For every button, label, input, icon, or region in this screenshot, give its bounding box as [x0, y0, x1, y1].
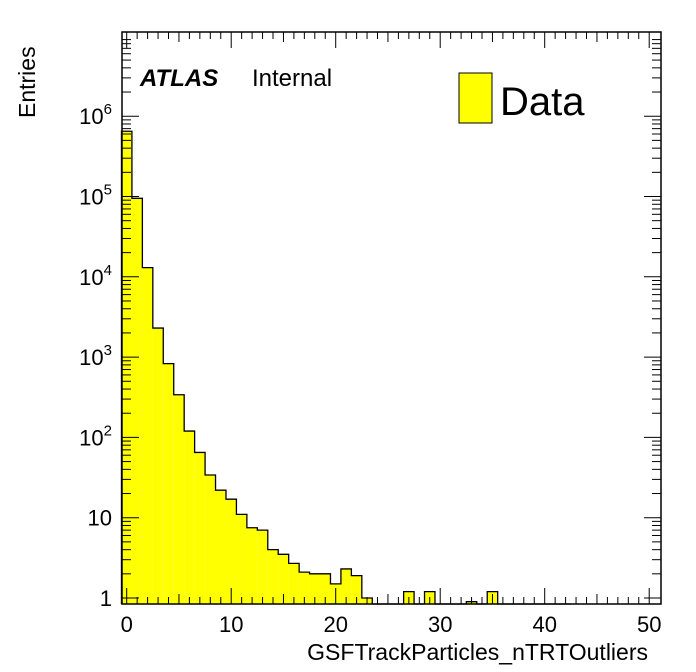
y-axis-label: Entries	[14, 46, 40, 118]
y-tick-label: 1	[100, 586, 112, 611]
histogram-bar	[131, 198, 143, 604]
histogram-bar	[340, 568, 352, 604]
histogram-bar	[121, 131, 132, 604]
internal-label: Internal	[252, 65, 332, 92]
legend-swatch	[458, 72, 493, 124]
histogram-bar	[257, 530, 268, 604]
histogram-bar	[288, 563, 300, 604]
atlas-label: ATLAS	[139, 65, 218, 92]
x-tick-labels: 0 10 20 30 40 50	[121, 612, 662, 637]
legend-label: Data	[500, 80, 585, 124]
y-tick-label: 10	[88, 506, 112, 531]
histogram-bar	[225, 499, 237, 604]
histogram-bar	[215, 490, 226, 604]
x-tick-label: 20	[323, 612, 347, 637]
x-tick-label: 10	[219, 612, 243, 637]
y-tick-label: 103	[79, 342, 112, 370]
histogram-bar	[173, 394, 185, 604]
x-tick-label: 0	[121, 612, 133, 637]
y-tick-label: 106	[79, 101, 112, 129]
histogram-bar	[236, 514, 247, 604]
histogram-bar	[194, 452, 206, 604]
histogram-bar	[142, 267, 153, 604]
histogram-bar	[267, 549, 279, 604]
y-tick-label: 102	[79, 422, 112, 450]
y-tick-label: 104	[79, 262, 112, 290]
y-tick-labels: 1 10 102 103 104 105 106	[79, 101, 112, 611]
histogram-bar	[246, 527, 258, 604]
x-tick-label: 40	[532, 612, 556, 637]
x-axis-label: GSFTrackParticles_nTRTOutliers	[307, 639, 648, 665]
histogram-bar	[320, 573, 331, 604]
histogram-bar	[163, 363, 174, 604]
x-tick-label: 50	[637, 612, 661, 637]
histogram-bar	[278, 554, 289, 604]
histogram-bar	[309, 573, 321, 604]
histogram-bar	[184, 431, 195, 604]
histogram-bar	[152, 328, 164, 604]
histogram-bar	[299, 572, 310, 604]
histogram-bar	[205, 475, 216, 604]
plot-frame	[121, 31, 662, 605]
x-tick-label: 30	[428, 612, 452, 637]
histogram-bar	[351, 575, 362, 604]
y-tick-label: 105	[79, 182, 112, 210]
axis-ticks	[122, 32, 661, 604]
